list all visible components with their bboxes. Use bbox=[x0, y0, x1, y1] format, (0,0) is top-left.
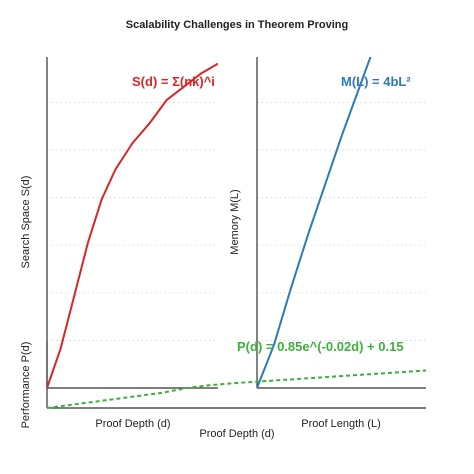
right-panel-x-label: Proof Length (L) bbox=[301, 418, 381, 430]
memory-line bbox=[257, 57, 372, 389]
performance-annotation: P(d) = 0.85e^(-0.02d) + 0.15 bbox=[237, 339, 404, 354]
memory-annotation: M(L) = 4bL² bbox=[341, 74, 411, 89]
shared-x-label: Proof Depth (d) bbox=[199, 428, 274, 440]
right-panel-y-label: Memory M(L) bbox=[229, 189, 241, 254]
bottom-panel-y-label: Performance P(d) bbox=[20, 342, 32, 429]
left-panel-y-label: Search Space S(d) bbox=[20, 176, 32, 269]
chart-title: Scalability Challenges in Theorem Provin… bbox=[126, 19, 349, 31]
series-layer bbox=[47, 57, 426, 409]
search-space-annotation: S(d) = Σ(nk)^i bbox=[132, 74, 215, 89]
search-space-line bbox=[47, 62, 218, 389]
left-panel-x-label: Proof Depth (d) bbox=[95, 418, 170, 430]
performance-line bbox=[47, 369, 426, 409]
grid-layer bbox=[47, 102, 426, 341]
